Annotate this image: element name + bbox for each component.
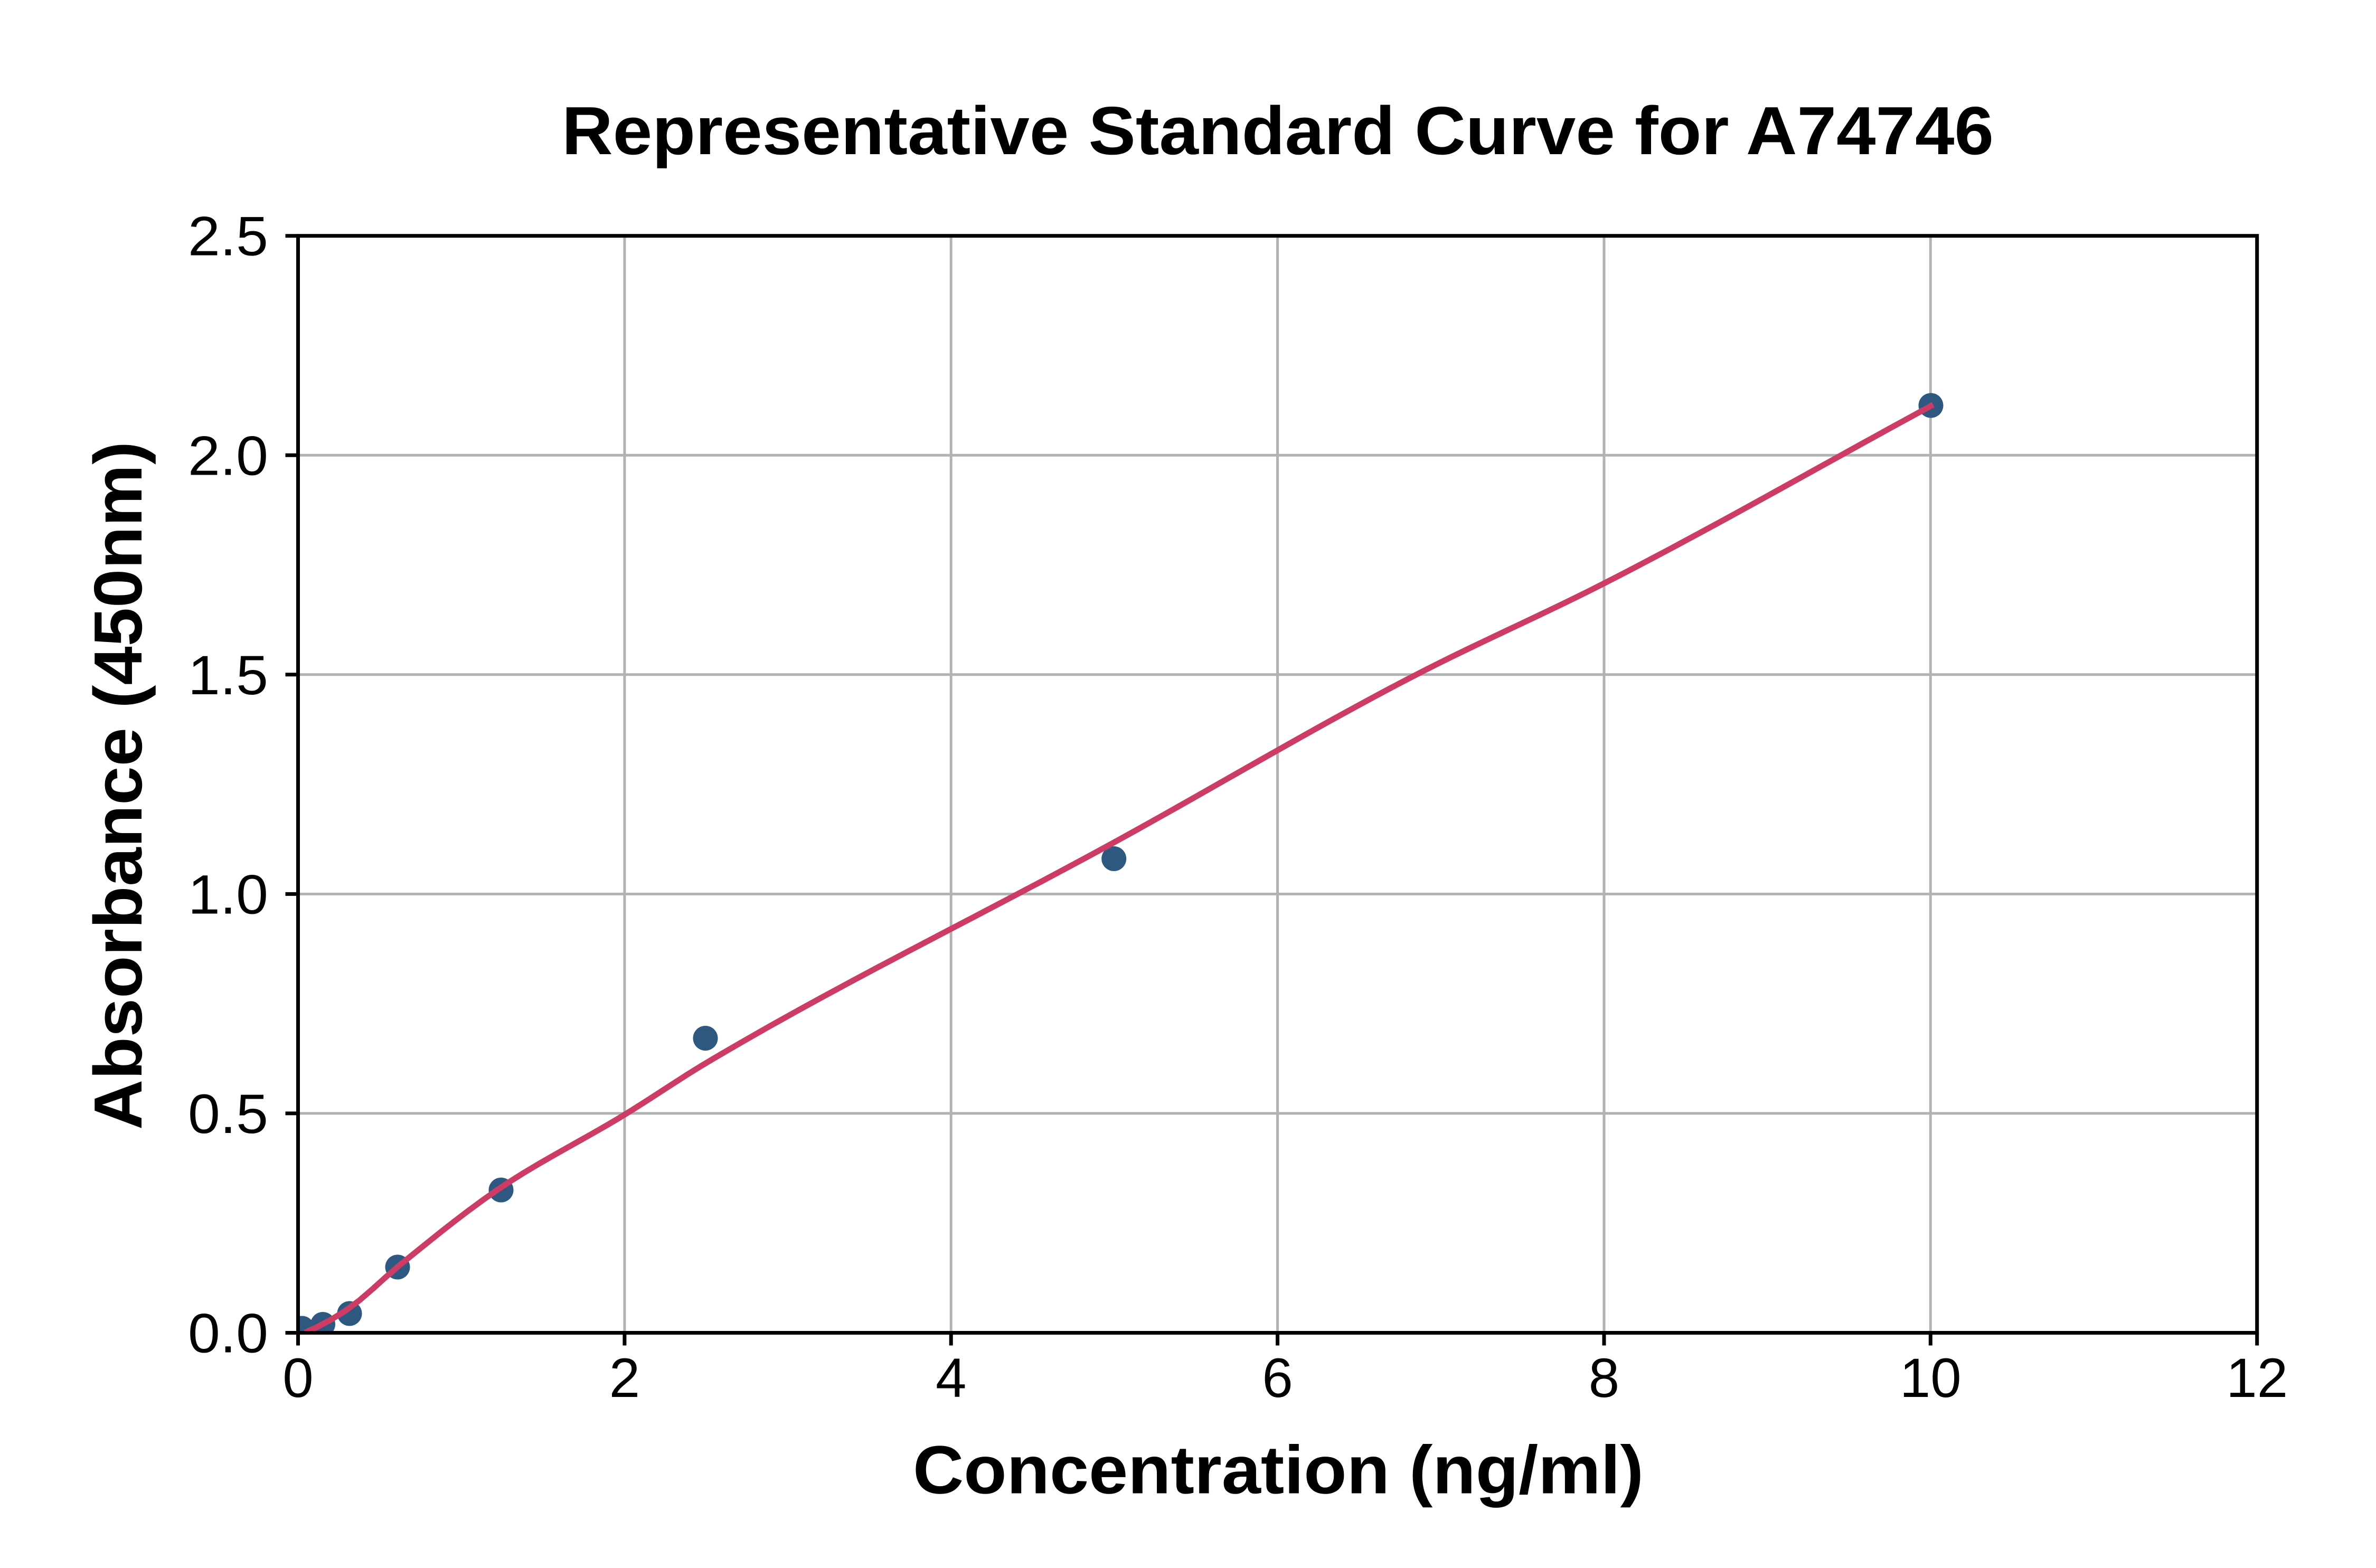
svg-text:2: 2 — [609, 1347, 640, 1409]
svg-text:4: 4 — [936, 1347, 966, 1409]
svg-text:Concentration (ng/ml): Concentration (ng/ml) — [913, 1432, 1644, 1508]
svg-text:1.0: 1.0 — [188, 864, 268, 925]
svg-text:0: 0 — [282, 1347, 313, 1409]
svg-text:10: 10 — [1900, 1347, 1962, 1409]
svg-text:12: 12 — [2226, 1347, 2288, 1409]
svg-text:6: 6 — [1262, 1347, 1293, 1409]
svg-text:8: 8 — [1589, 1347, 1619, 1409]
svg-text:0.5: 0.5 — [188, 1083, 268, 1145]
svg-text:1.5: 1.5 — [188, 645, 268, 706]
svg-text:Representative Standard Curve: Representative Standard Curve for A74746 — [562, 93, 1994, 169]
svg-text:2.5: 2.5 — [188, 206, 268, 268]
svg-text:Absorbance (450nm): Absorbance (450nm) — [80, 441, 156, 1130]
svg-text:2.0: 2.0 — [188, 425, 268, 487]
svg-text:0.0: 0.0 — [188, 1303, 268, 1365]
